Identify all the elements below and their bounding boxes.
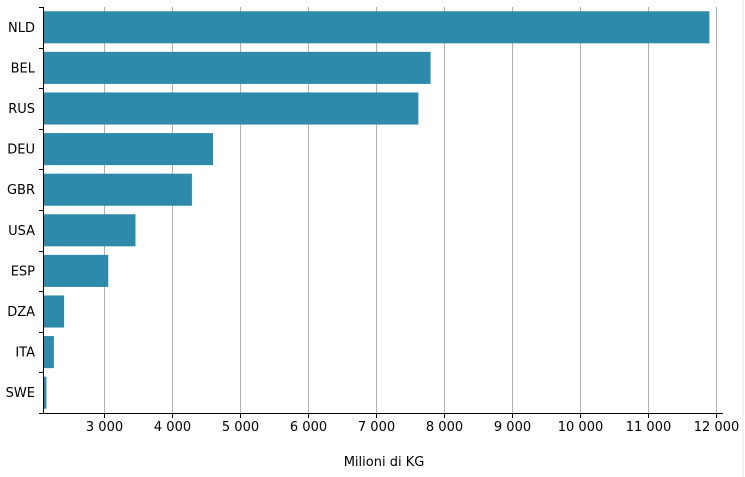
x-tick-label: 5 000 xyxy=(222,420,259,435)
y-tick-label: NLD xyxy=(8,21,35,36)
y-tick-label: ITA xyxy=(15,346,35,361)
y-tick-label: USA xyxy=(8,224,35,239)
x-tick-label: 9 000 xyxy=(494,420,531,435)
y-tick-label: DEU xyxy=(7,143,35,158)
bar-nld xyxy=(44,11,710,44)
bar-bel xyxy=(44,51,431,84)
bar-ita xyxy=(44,336,54,369)
x-tick-label: 3 000 xyxy=(86,420,123,435)
x-tick-label: 8 000 xyxy=(426,420,463,435)
bar-usa xyxy=(44,214,136,247)
x-tick-label: 4 000 xyxy=(154,420,191,435)
y-tick-label: BEL xyxy=(11,61,36,76)
bar-dza xyxy=(44,295,65,328)
axes: NLD BEL RUS DEU GBR USA ESP DZA ITA SWE 3 000 4 000… xyxy=(6,7,740,435)
x-tick-label: 6 000 xyxy=(290,420,327,435)
x-tick-label: 10 000 xyxy=(558,420,604,435)
x-axis-title: Milioni di KG xyxy=(344,455,425,470)
bar-gbr xyxy=(44,173,192,206)
y-tick-label: DZA xyxy=(7,305,35,320)
y-tick-label: ESP xyxy=(11,264,35,279)
bar-swe xyxy=(44,376,47,409)
x-tick-label: 12 000 xyxy=(694,420,740,435)
x-tick-label: 11 000 xyxy=(626,420,672,435)
bar-rus xyxy=(44,92,419,125)
x-tick-label: 7 000 xyxy=(358,420,395,435)
y-tick-label: GBR xyxy=(7,183,35,198)
bar-esp xyxy=(44,254,109,287)
bars xyxy=(44,11,710,409)
y-tick-label: SWE xyxy=(6,386,35,401)
y-tick-label: RUS xyxy=(8,102,35,117)
bar-deu xyxy=(44,133,213,166)
